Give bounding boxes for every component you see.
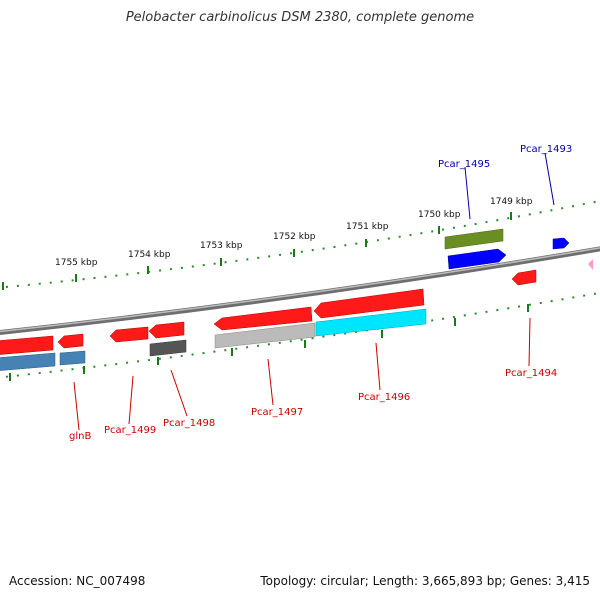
feature-pcar-1496-cyan bbox=[315, 308, 427, 337]
scale-labels: 1749 kbp 1750 kbp 1751 kbp 1752 kbp 1753… bbox=[55, 197, 533, 268]
feature-glnB-red bbox=[57, 333, 84, 349]
gene-label-pcar-1493: Pcar_1493 bbox=[520, 144, 572, 155]
scale-label: 1750 kbp bbox=[418, 210, 461, 220]
gene-label-pcar-1497: Pcar_1497 bbox=[251, 407, 303, 418]
outer-scale-arc bbox=[0, 199, 600, 289]
feature-pcar-1498-gray bbox=[149, 339, 187, 357]
gene-label-pcar-1494: Pcar_1494 bbox=[505, 368, 557, 379]
gene-label-pcar-1495: Pcar_1495 bbox=[438, 159, 490, 170]
feature-pcar-1493 bbox=[552, 237, 570, 250]
scale-label: 1753 kbp bbox=[200, 241, 243, 251]
accession-text: Accession: NC_007498 bbox=[9, 574, 146, 588]
feature-pcar-1496-red bbox=[313, 288, 425, 319]
feature-left-blue bbox=[0, 352, 56, 371]
feature-pcar-1499 bbox=[109, 326, 149, 343]
genome-summary-text: Topology: circular; Length: 3,665,893 bp… bbox=[260, 574, 590, 588]
feature-pcar-1497-gray bbox=[214, 322, 316, 349]
scale-label: 1754 kbp bbox=[128, 250, 171, 260]
gene-label-pcar-1496: Pcar_1496 bbox=[358, 392, 410, 403]
scale-label: 1749 kbp bbox=[490, 197, 533, 207]
inner-scale-arc bbox=[0, 291, 600, 379]
map-title: Pelobacter carbinolicus DSM 2380, comple… bbox=[125, 10, 475, 25]
feature-pcar-1497-red bbox=[213, 306, 313, 331]
scale-label: 1755 kbp bbox=[55, 258, 98, 268]
gene-label-pcar-1499: Pcar_1499 bbox=[104, 425, 156, 436]
scale-label: 1752 kbp bbox=[273, 232, 316, 242]
feature-pcar-1495 bbox=[447, 248, 507, 270]
gene-label-pcar-1498: Pcar_1498 bbox=[163, 418, 215, 429]
feature-olive bbox=[444, 228, 504, 250]
genome-backbone-highlight bbox=[0, 247, 600, 333]
genome-backbone bbox=[0, 246, 600, 335]
feature-pcar-1494 bbox=[511, 269, 537, 286]
inner-features-lower bbox=[0, 308, 427, 371]
feature-left-red bbox=[0, 335, 54, 355]
leader-lines bbox=[73, 152, 555, 431]
outer-features bbox=[444, 228, 593, 270]
feature-pcar-1498-red bbox=[148, 321, 185, 339]
feature-glnB-blue bbox=[59, 350, 86, 366]
inner-major-ticks bbox=[9, 304, 529, 381]
scale-label: 1751 kbp bbox=[346, 222, 389, 232]
feature-right-edge bbox=[588, 259, 593, 270]
outer-major-ticks bbox=[2, 212, 512, 290]
gene-label-glnB: glnB bbox=[69, 431, 91, 442]
inner-features-upper bbox=[0, 269, 537, 355]
gene-labels: Pcar_1493 Pcar_1495 Pcar_1494 Pcar_1496 … bbox=[69, 144, 572, 442]
